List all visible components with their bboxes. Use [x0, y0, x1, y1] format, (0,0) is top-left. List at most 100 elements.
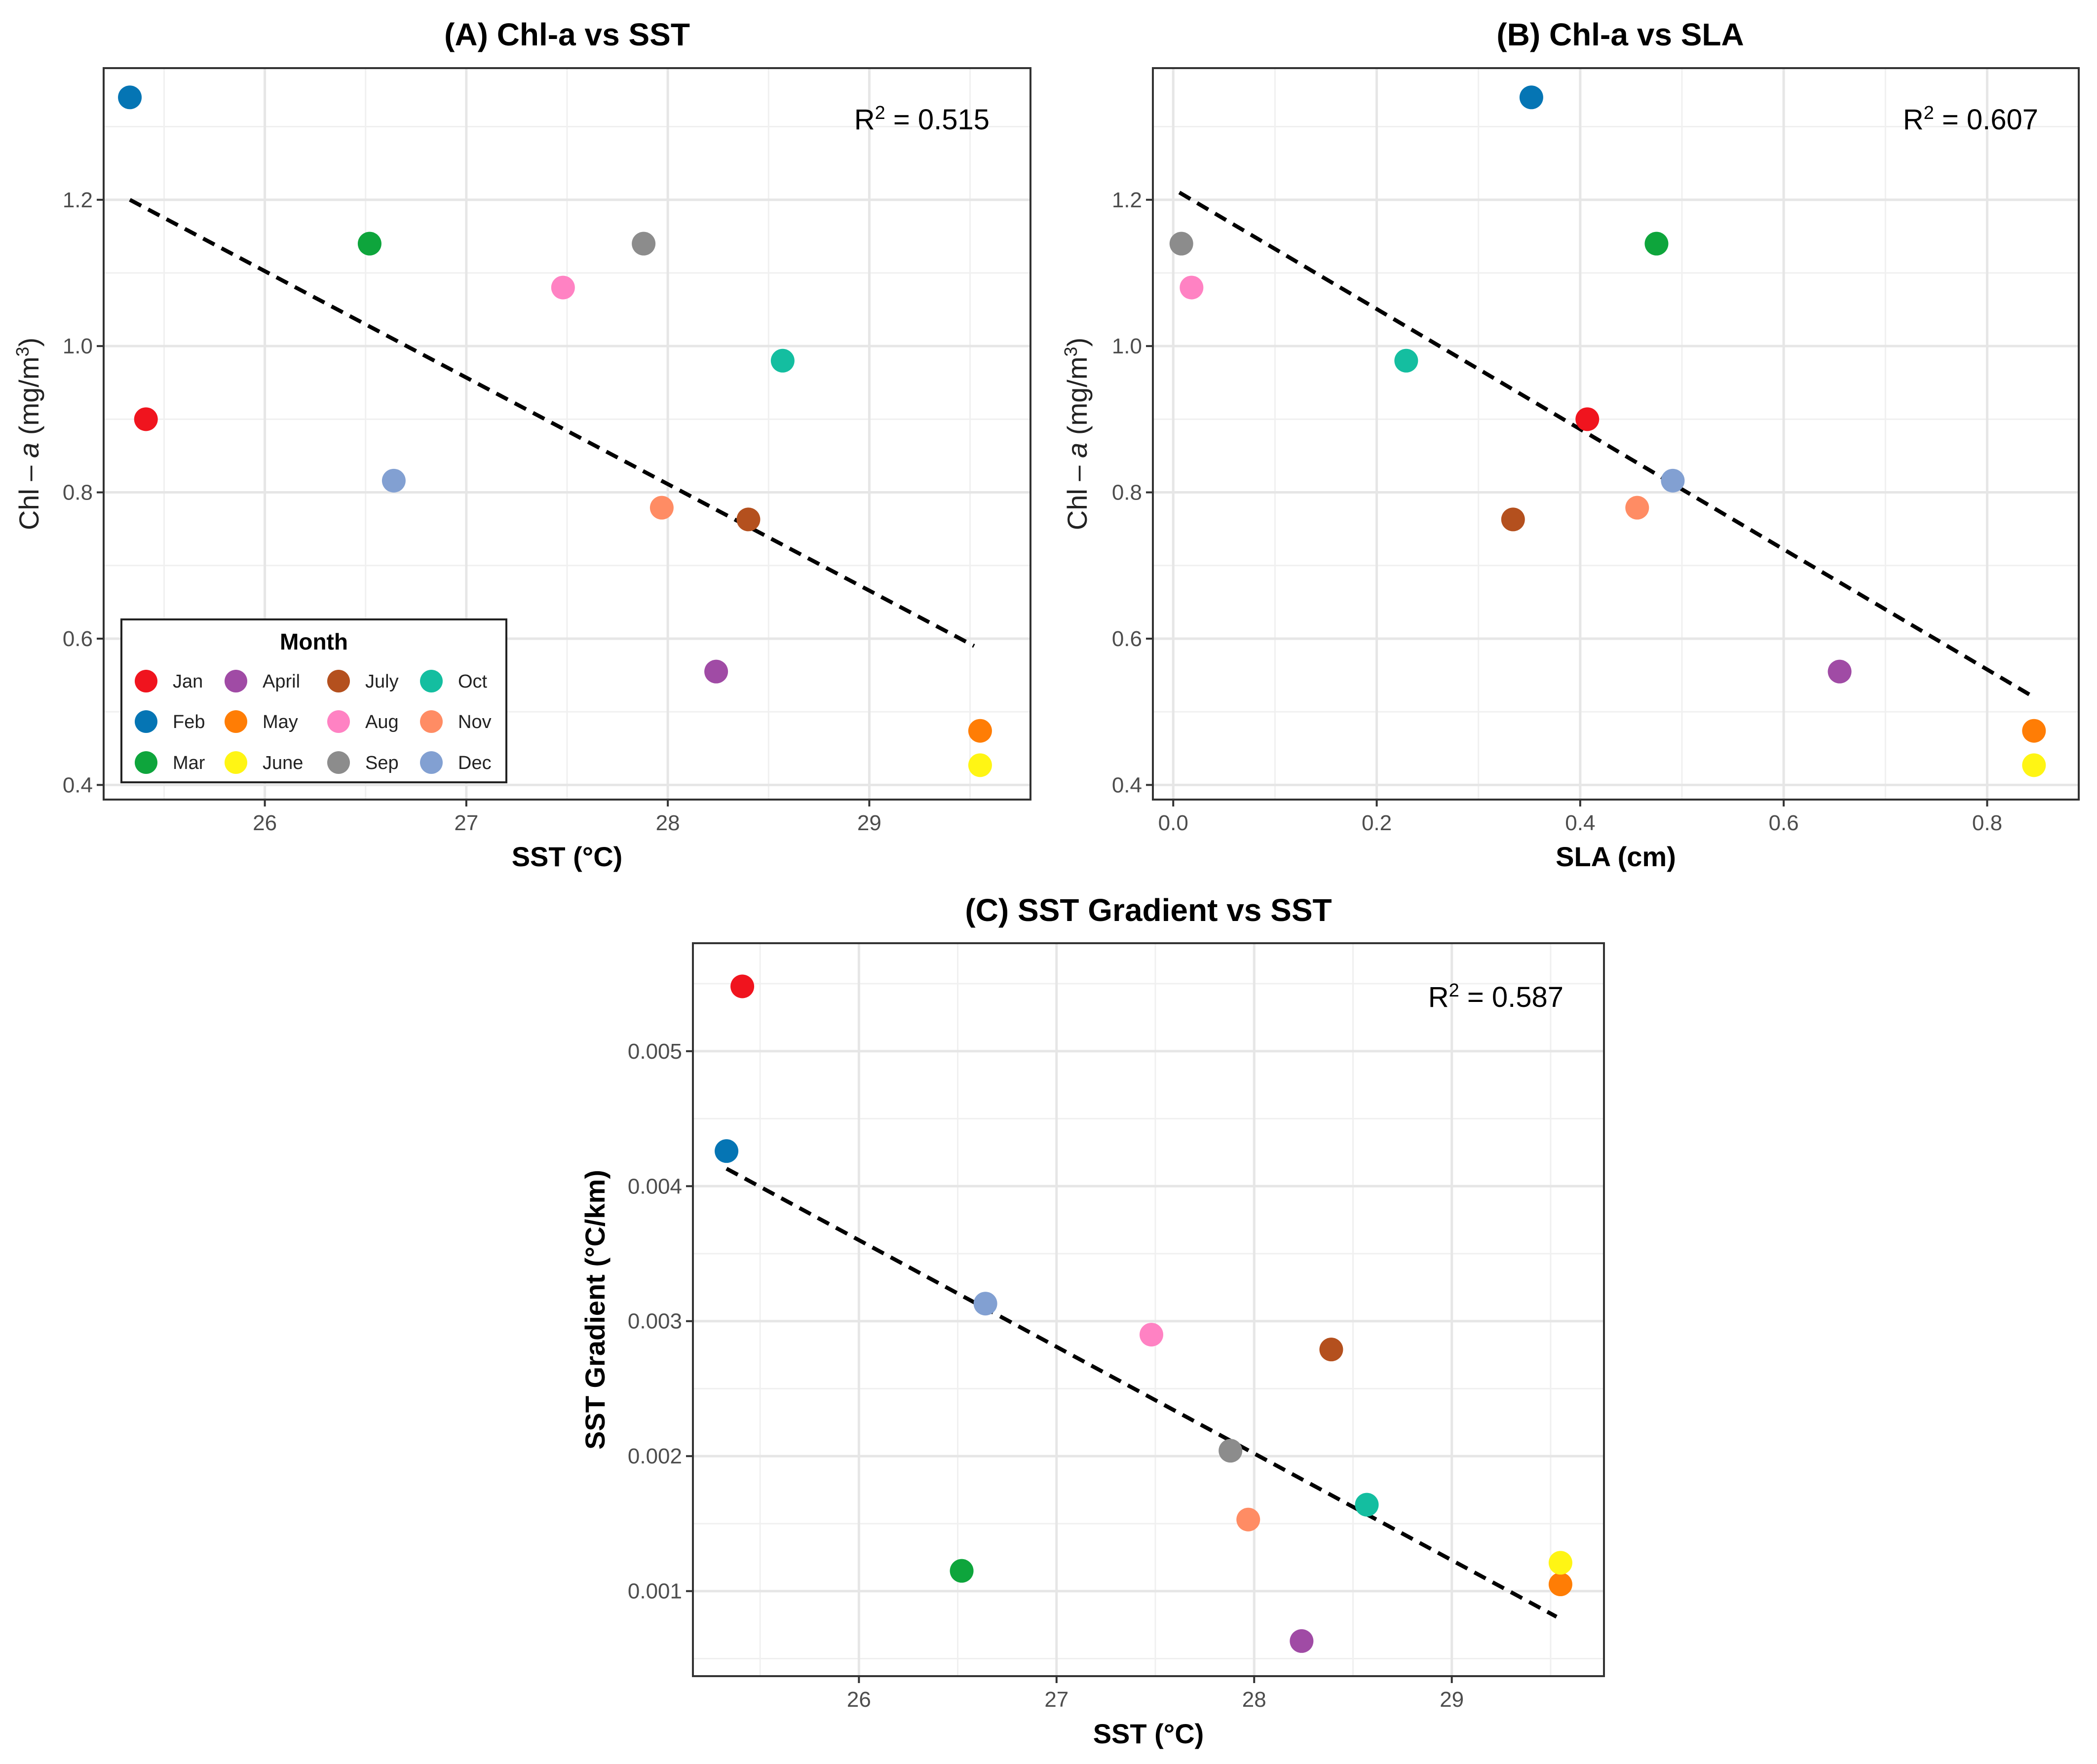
panel-3: 26 27 28 29 0.001 0.002 0.003 0.004 0.005 (C) SST… [579, 892, 1605, 1749]
r-squared-label: R2 = 0.607 [1903, 103, 2038, 136]
x-tick-label: 0.6 [1769, 811, 1799, 835]
legend-swatch [327, 710, 350, 733]
x-tick-label: 0.4 [1565, 811, 1595, 835]
legend-swatch [135, 670, 157, 692]
data-point-june [2022, 753, 2046, 777]
data-point-may [2022, 719, 2046, 743]
data-point-april [1828, 659, 1852, 684]
legend-label: Feb [173, 712, 205, 732]
legend-swatch [420, 751, 443, 774]
x-tick-label: 27 [454, 811, 478, 835]
y-tick-label: 0.005 [628, 1039, 682, 1064]
data-point-july [1501, 507, 1525, 532]
data-point-april [704, 659, 728, 684]
legend-swatch [135, 710, 157, 733]
data-point-july [1319, 1338, 1343, 1362]
y-tick-label: 0.6 [1112, 627, 1142, 651]
legend-label: Jan [173, 671, 203, 692]
data-point-june [968, 753, 992, 777]
data-point-may [968, 719, 992, 743]
panel-title: (B) Chl-a vs SLA [1496, 17, 1744, 52]
legend-label: Mar [173, 753, 205, 773]
legend-label: Nov [458, 712, 492, 732]
data-point-aug [551, 275, 575, 300]
data-point-july [736, 507, 761, 532]
legend-label: Sep [365, 753, 399, 773]
data-point-nov [1625, 496, 1649, 520]
legend-label: April [263, 671, 300, 692]
legend-item-may: May [225, 710, 298, 733]
legend-swatch [420, 670, 443, 692]
data-point-mar [950, 1559, 974, 1583]
x-axis-label: SST (°C) [512, 841, 623, 872]
panel-border [1152, 67, 2080, 801]
legend-title: Month [280, 629, 348, 654]
regression-line [129, 198, 975, 648]
data-point-mar [357, 231, 381, 256]
r-squared-label: R2 = 0.515 [854, 103, 990, 136]
data-point-oct [1394, 348, 1418, 373]
data-point-dec [973, 1292, 997, 1316]
y-tick-label: 0.8 [1112, 481, 1142, 505]
data-point-aug [1140, 1323, 1164, 1347]
plot-area [1153, 68, 2079, 800]
legend-label: June [263, 753, 303, 773]
y-tick-label: 0.001 [628, 1579, 682, 1604]
legend-label: Oct [458, 671, 488, 692]
y-tick-label: 1.2 [1112, 188, 1142, 212]
legend-item-nov: Nov [420, 710, 492, 733]
panel-title: (A) Chl-a vs SST [444, 17, 690, 52]
data-point-feb [118, 85, 142, 110]
data-point-sep [1219, 1439, 1243, 1463]
legend-swatch [225, 670, 247, 692]
data-point-nov [649, 496, 674, 520]
legend-item-aug: Aug [327, 710, 399, 733]
y-axis-label: Chl – a (mg/m3) [12, 338, 45, 530]
y-tick-label: 0.004 [628, 1174, 682, 1198]
legend-label: Dec [458, 753, 492, 773]
data-point-jan [730, 974, 755, 998]
legend-item-sep: Sep [327, 751, 399, 774]
data-point-dec [381, 468, 406, 493]
x-tick-label: 0.2 [1362, 811, 1392, 835]
y-tick-label: 0.003 [628, 1309, 682, 1334]
plot-area [693, 943, 1604, 1676]
x-tick-label: 26 [253, 811, 277, 835]
data-point-sep [632, 231, 656, 256]
legend-swatch [327, 751, 350, 774]
data-point-aug [1180, 275, 1204, 300]
panel-title: (C) SST Gradient vs SST [965, 892, 1332, 928]
x-tick-label: 0.8 [1972, 811, 2002, 835]
legend-item-july: July [327, 670, 399, 692]
legend-swatch [420, 710, 443, 733]
panel-2: 0.0 0.2 0.4 0.6 0.8 0.4 0.6 0.8 1.0 1.2 (B) Chl-a … [1061, 17, 2080, 872]
y-tick-label: 0.6 [63, 627, 93, 651]
y-tick-label: 0.8 [63, 481, 93, 505]
legend-label: July [365, 671, 399, 692]
data-point-jan [1575, 407, 1600, 431]
data-point-oct [1355, 1493, 1379, 1517]
x-axis-label: SST (°C) [1093, 1718, 1204, 1749]
legend-item-jan: Jan [135, 670, 203, 692]
x-tick-label: 28 [1242, 1687, 1266, 1712]
y-tick-label: 0.4 [63, 773, 93, 797]
data-point-feb [1519, 85, 1543, 110]
legend-box [120, 618, 507, 783]
x-axis-label: SLA (cm) [1556, 841, 1676, 872]
x-tick-label: 27 [1044, 1687, 1068, 1712]
x-tick-label: 26 [847, 1687, 871, 1712]
data-point-april [1290, 1629, 1314, 1653]
legend-item-oct: Oct [420, 670, 488, 692]
legend-item-june: June [225, 751, 303, 774]
data-point-oct [770, 348, 795, 373]
legend-item-mar: Mar [135, 751, 205, 774]
legend-swatch [225, 751, 247, 774]
legend-swatch [327, 670, 350, 692]
regression-line [725, 1167, 1558, 1619]
y-tick-label: 1.0 [1112, 334, 1142, 358]
data-point-sep [1169, 231, 1193, 256]
data-point-jan [134, 407, 158, 431]
legend-swatch [225, 710, 247, 733]
legend-item-feb: Feb [135, 710, 205, 733]
